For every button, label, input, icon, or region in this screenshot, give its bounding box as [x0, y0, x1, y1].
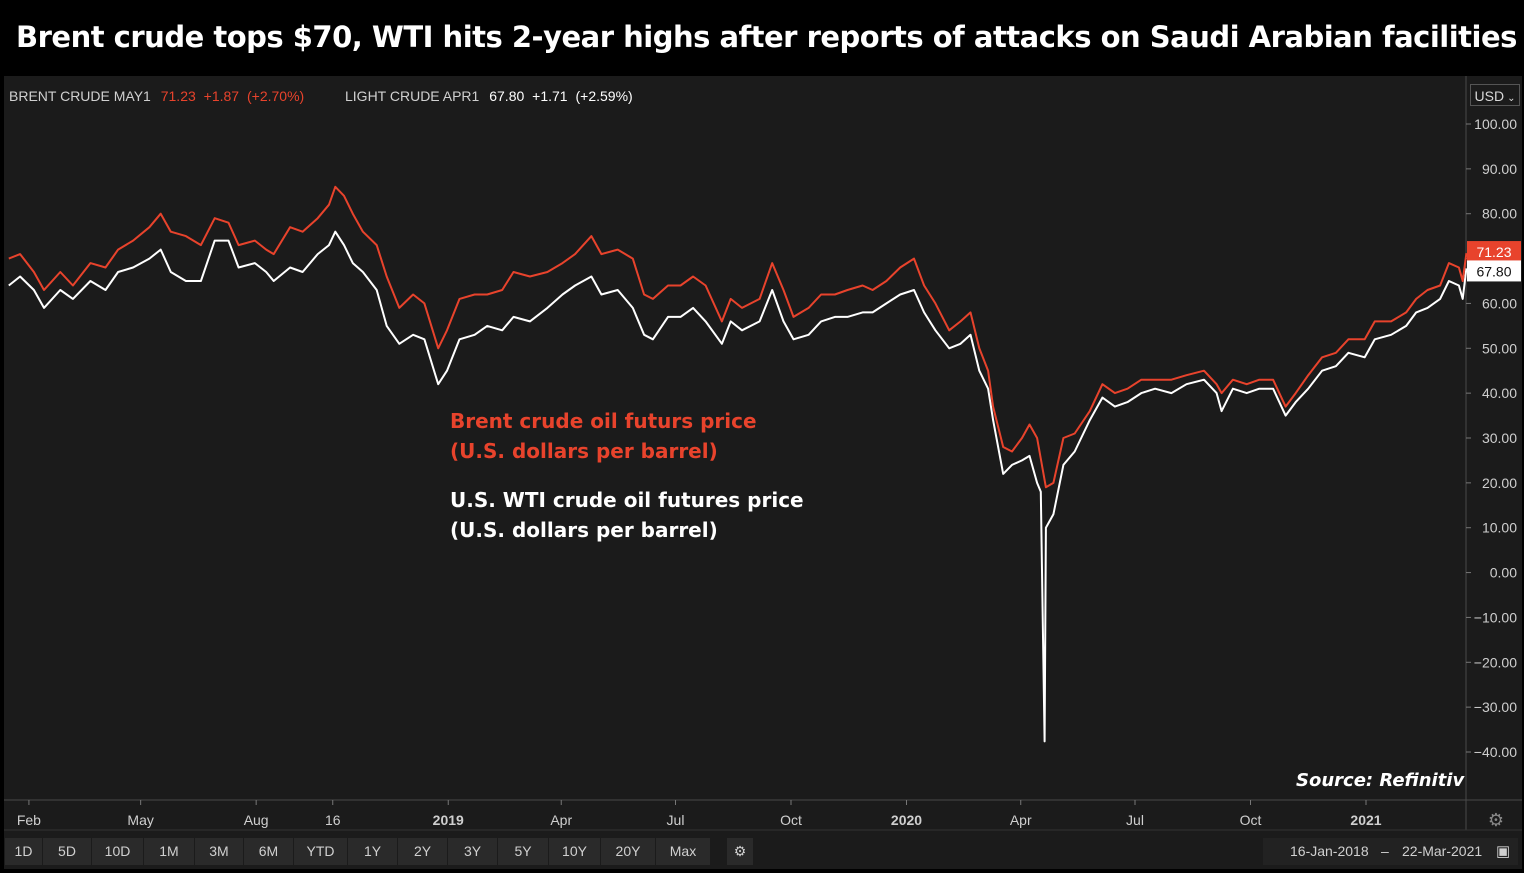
range-button-3m[interactable]: 3M [195, 838, 244, 865]
x-tick-label: Oct [1240, 812, 1262, 828]
currency-label: USD [1474, 88, 1505, 104]
legend-wti-name: LIGHT CRUDE APR1 [345, 88, 480, 104]
range-settings-button[interactable]: ⚙ [727, 838, 754, 865]
x-tick-label: 2020 [891, 812, 922, 828]
wti-series-line [8, 230, 1468, 743]
range-button-10y[interactable]: 10Y [549, 838, 601, 865]
y-tick-label: −20.00 [1474, 654, 1517, 670]
wti-last-value-label: 67.80 [1476, 263, 1511, 279]
x-tick-label: Jul [1126, 812, 1144, 828]
y-tick-label: 80.00 [1482, 206, 1517, 222]
x-tick-label: 2021 [1350, 812, 1381, 828]
y-tick-label: 60.00 [1482, 295, 1517, 311]
range-button-5d[interactable]: 5D [43, 838, 92, 865]
y-tick-label: 0.00 [1490, 565, 1517, 581]
range-button-5y[interactable]: 5Y [498, 838, 549, 865]
y-tick-label: 90.00 [1482, 161, 1517, 177]
range-button-1d[interactable]: 1D [5, 838, 43, 865]
brent-series-line [8, 185, 1468, 489]
brent-annotation-line1: Brent crude oil futurs price [450, 409, 757, 433]
x-tick-label: Apr [550, 812, 572, 828]
range-button-3y[interactable]: 3Y [448, 838, 498, 865]
gear-icon: ⚙ [733, 843, 747, 859]
legend-wti-pct: (+2.59%) [575, 88, 633, 104]
gear-icon[interactable]: ⚙ [1488, 810, 1504, 831]
y-tick-label: 10.00 [1482, 520, 1517, 536]
date-range-picker[interactable]: 16-Jan-2018 – 22-Mar-2021 ▣ [1263, 838, 1518, 865]
title-bar: Brent crude tops $70, WTI hits 2-year hi… [0, 0, 1524, 76]
y-tick-label: −30.00 [1474, 699, 1517, 715]
range-button-2y[interactable]: 2Y [398, 838, 448, 865]
legend-brent-price: 71.23 [160, 88, 196, 104]
y-tick-label: 40.00 [1482, 385, 1517, 401]
legend-brent-pct: (+2.70%) [247, 88, 305, 104]
currency-select[interactable]: USD ⌄ [1470, 84, 1520, 106]
range-button-ytd[interactable]: YTD [294, 838, 348, 865]
date-range-separator: – [1381, 843, 1389, 859]
y-tick-label: −10.00 [1474, 609, 1517, 625]
date-range-to: 22-Mar-2021 [1402, 843, 1483, 859]
y-tick-label: 50.00 [1482, 340, 1517, 356]
calendar-icon: ▣ [1496, 843, 1511, 860]
page-title: Brent crude tops $70, WTI hits 2-year hi… [16, 20, 1517, 54]
wti-last-value-tag [1467, 260, 1521, 282]
source-credit: Source: Refinitiv [1296, 770, 1465, 791]
wti-annotation-line2: (U.S. dollars per barrel) [450, 518, 718, 542]
range-button-20y[interactable]: 20Y [601, 838, 656, 865]
x-tick-label: Jul [667, 812, 685, 828]
y-tick-label: 20.00 [1482, 475, 1517, 491]
date-range-from: 16-Jan-2018 [1290, 843, 1369, 859]
legend-wti[interactable]: LIGHT CRUDE APR1 67.80 +1.71 (+2.59%) [345, 88, 633, 104]
legend-wti-price: 67.80 [489, 88, 525, 104]
y-tick-label: 30.00 [1482, 430, 1517, 446]
wti-annotation-line1: U.S. WTI crude oil futures price [450, 488, 804, 512]
x-tick-label: 16 [325, 812, 341, 828]
y-tick-label: 100.00 [1474, 116, 1517, 132]
wti-annotation: U.S. WTI crude oil futures price (U.S. d… [450, 485, 804, 545]
legend-brent-name: BRENT CRUDE MAY1 [9, 88, 151, 104]
x-tick-label: 2019 [433, 812, 464, 828]
brent-annotation: Brent crude oil futurs price (U.S. dolla… [450, 406, 757, 466]
x-tick-label: May [127, 812, 153, 828]
legend-brent[interactable]: BRENT CRUDE MAY1 71.23 +1.87 (+2.70%) [9, 88, 304, 104]
chart-panel [4, 76, 1522, 869]
range-button-6m[interactable]: 6M [244, 838, 294, 865]
brent-last-value-label: 71.23 [1476, 244, 1511, 260]
range-button-1m[interactable]: 1M [144, 838, 195, 865]
brent-annotation-line2: (U.S. dollars per barrel) [450, 439, 718, 463]
brent-last-value-tag [1467, 241, 1521, 263]
legend-brent-change: +1.87 [203, 88, 240, 104]
legend-wti-change: +1.71 [532, 88, 568, 104]
x-tick-label: Oct [780, 812, 802, 828]
range-button-10d[interactable]: 10D [92, 838, 144, 865]
chevron-down-icon: ⌄ [1507, 93, 1516, 104]
range-button-max[interactable]: Max [656, 838, 711, 865]
y-tick-label: −40.00 [1474, 744, 1517, 760]
range-button-1y[interactable]: 1Y [348, 838, 398, 865]
x-tick-label: Apr [1010, 812, 1032, 828]
x-tick-label: Feb [17, 812, 41, 828]
x-tick-label: Aug [244, 812, 269, 828]
